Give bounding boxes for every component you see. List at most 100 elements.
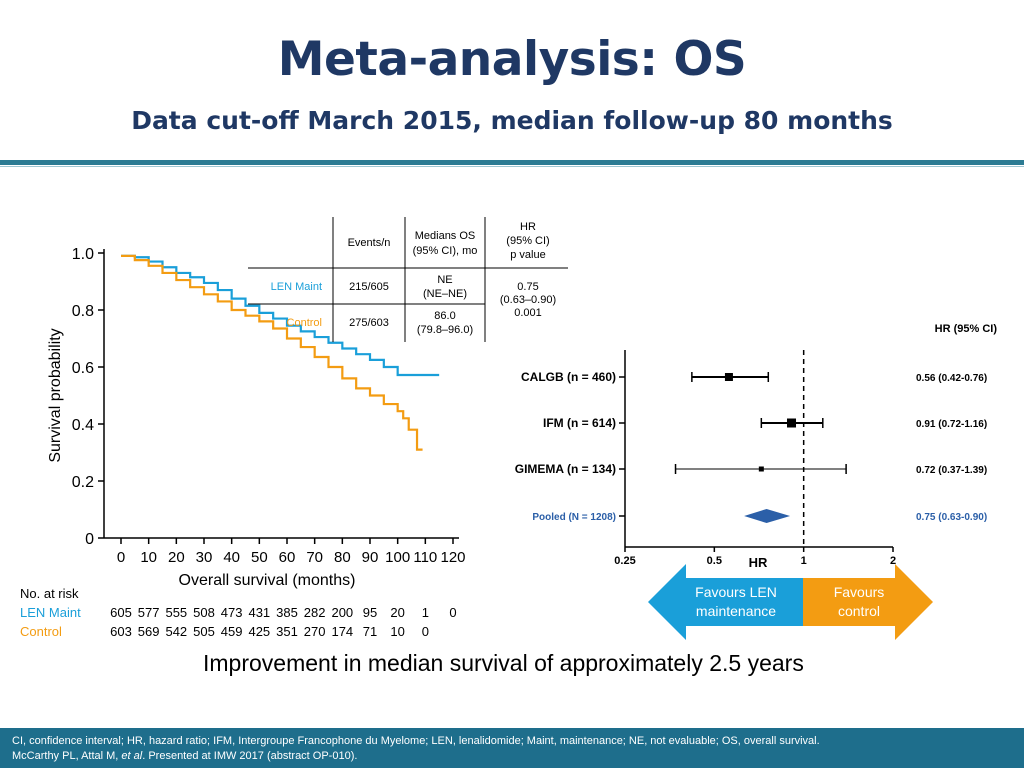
km-survival-chart: 0 0.2 0.4 0.6 0.8 1.0 0 10 20 30 40 50 60 70 80 90 100 11… [47, 246, 466, 589]
x-axis-label: Overall survival (months) [179, 572, 356, 589]
at-risk-value: 459 [220, 624, 243, 639]
at-risk-value: 282 [303, 605, 326, 620]
forest-x-tick-label: 0.25 [614, 555, 635, 567]
footer-citation: McCarthy PL, Attal M, et al. Presented a… [0, 749, 1024, 764]
at-risk-label-len: LEN Maint [20, 605, 81, 620]
at-risk-value: 351 [276, 624, 298, 639]
slide-title: Meta-analysis: OS [277, 32, 747, 87]
favours-len-arrow [648, 564, 803, 640]
forest-x-tick-label: 1 [801, 555, 807, 567]
at-risk-value: 200 [331, 605, 354, 620]
forest-x-tick-label: 2 [890, 555, 896, 567]
study-label: Pooled (N = 1208) [532, 512, 616, 523]
at-risk-value: 431 [248, 605, 271, 620]
hr-value: 0.001 [514, 307, 542, 319]
row-events: 275/603 [349, 317, 389, 329]
hr-ci-text: 0.91 (0.72-1.16) [916, 419, 987, 430]
x-tick-label: 0 [117, 549, 125, 566]
footer-bar: CI, confidence interval; HR, hazard rati… [0, 728, 1024, 768]
hr-value: (0.63–0.90) [500, 294, 556, 306]
row-events: 215/605 [349, 281, 389, 293]
forest-plot: 0.25 0.5 1 2 HR HR (95% CI) CALGB (n = 460) 0.5… [515, 323, 998, 640]
hr-point [724, 373, 733, 381]
hr-point [758, 466, 764, 472]
row-median: (79.8–96.0) [417, 324, 473, 336]
at-risk-value: 603 [110, 624, 132, 639]
x-tick-label: 90 [362, 549, 379, 566]
y-tick-label: 0.8 [72, 303, 94, 320]
favours-control-text: control [838, 603, 880, 619]
x-tick-label: 40 [223, 549, 240, 566]
row-median: NE [437, 274, 452, 286]
improvement-statement: Improvement in median survival of approx… [203, 650, 804, 676]
row-median: (NE–NE) [423, 288, 467, 300]
at-risk-value: 542 [165, 624, 188, 639]
citation-etal: et al [121, 750, 143, 762]
study-label: IFM (n = 614) [543, 416, 616, 430]
y-tick-label: 0.6 [72, 360, 94, 377]
at-risk-value: 508 [193, 605, 215, 620]
favours-control-text: Favours [834, 584, 885, 600]
at-risk-value: 270 [303, 624, 326, 639]
favours-len-text: Favours LEN [695, 584, 777, 600]
y-tick-label: 0.2 [72, 474, 94, 491]
x-tick-label: 120 [440, 549, 465, 566]
at-risk-label-control: Control [20, 624, 62, 639]
x-tick-label: 30 [196, 549, 213, 566]
len-maint-curve [121, 254, 440, 377]
hr-ci-text: 0.72 (0.37-1.39) [916, 465, 987, 476]
at-risk-title: No. at risk [20, 586, 79, 601]
x-tick-label: 80 [334, 549, 351, 566]
study-label: CALGB (n = 460) [521, 370, 616, 384]
header-median: (95% CI), mo [413, 245, 478, 257]
footer-abbreviations: CI, confidence interval; HR, hazard rati… [12, 735, 820, 747]
x-tick-label: 60 [279, 549, 296, 566]
at-risk-value: 95 [362, 605, 378, 620]
x-tick-label: 70 [306, 549, 323, 566]
citation-venue: . Presented at IMW 2017 (abstract OP-010… [142, 750, 358, 762]
y-tick-label: 1.0 [72, 246, 94, 263]
at-risk-value: 605 [110, 605, 132, 620]
at-risk-value: 505 [193, 624, 215, 639]
title-divider [0, 160, 1024, 165]
x-tick-label: 20 [168, 549, 185, 566]
at-risk-value: 385 [276, 605, 298, 620]
favours-len-text: maintenance [696, 603, 776, 619]
at-risk-value: 473 [220, 605, 243, 620]
forest-x-axis-label: HR [749, 555, 768, 570]
control-curve [121, 254, 423, 451]
x-tick-label: 50 [251, 549, 268, 566]
header-hr: HR [520, 221, 536, 233]
header-events: Events/n [348, 237, 391, 249]
y-tick-label: 0 [85, 531, 94, 548]
at-risk-value: 577 [137, 605, 160, 620]
hr-ci-text: 0.75 (0.63-0.90) [916, 512, 987, 523]
hr-column-header: HR (95% CI) [935, 323, 998, 335]
at-risk-value: 10 [390, 624, 405, 639]
hr-point [787, 418, 797, 428]
y-tick-label: 0.4 [72, 417, 94, 434]
header-median: Medians OS [415, 230, 476, 242]
at-risk-value: 0 [449, 605, 457, 620]
pooled-diamond [744, 509, 791, 523]
at-risk-value: 569 [137, 624, 160, 639]
row-label: Control [287, 317, 322, 329]
at-risk-value: 1 [421, 605, 429, 620]
at-risk-value: 174 [331, 624, 354, 639]
x-tick-label: 110 [413, 549, 437, 566]
citation-authors: McCarthy PL, Attal M, [12, 750, 122, 762]
hr-value: 0.75 [517, 281, 538, 293]
header-hr: (95% CI) [506, 235, 549, 247]
at-risk-value: 71 [362, 624, 378, 639]
at-risk-value: 425 [248, 624, 271, 639]
y-axis-label: Survival probability [47, 328, 64, 462]
row-label: LEN Maint [271, 281, 322, 293]
forest-x-tick-label: 0.5 [707, 555, 722, 567]
favours-control-arrow [803, 564, 933, 640]
at-risk-value: 0 [421, 624, 429, 639]
x-tick-label: 10 [140, 549, 157, 566]
x-tick-label: 100 [385, 549, 410, 566]
header-hr: p value [510, 249, 545, 261]
row-median: 86.0 [434, 310, 455, 322]
summary-table: Events/n Medians OS (95% CI), mo HR (95% CI)… [248, 217, 568, 342]
